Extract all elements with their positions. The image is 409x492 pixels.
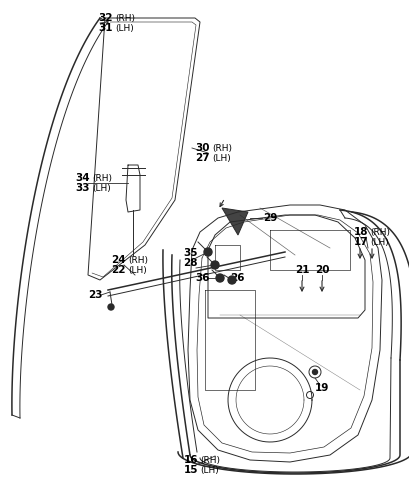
Text: (RH): (RH) (115, 13, 135, 23)
Polygon shape (221, 208, 247, 235)
Circle shape (216, 274, 223, 282)
Text: 16: 16 (183, 455, 198, 465)
Text: 26: 26 (229, 273, 244, 283)
Text: (RH): (RH) (200, 456, 220, 464)
Text: 19: 19 (314, 383, 328, 393)
Circle shape (312, 369, 317, 374)
Text: 30: 30 (195, 143, 209, 153)
Circle shape (204, 248, 211, 256)
Circle shape (227, 276, 236, 284)
Text: 22: 22 (111, 265, 126, 275)
Text: 20: 20 (314, 265, 328, 275)
Text: (RH): (RH) (92, 174, 112, 183)
Text: (LH): (LH) (115, 24, 133, 32)
Text: 36: 36 (195, 273, 209, 283)
Text: 33: 33 (75, 183, 90, 193)
Text: 32: 32 (98, 13, 113, 23)
Text: (RH): (RH) (369, 227, 389, 237)
Text: 18: 18 (353, 227, 367, 237)
Text: 23: 23 (88, 290, 103, 300)
Text: (RH): (RH) (211, 144, 231, 153)
Text: (RH): (RH) (128, 255, 148, 265)
Text: 31: 31 (98, 23, 113, 33)
Text: (LH): (LH) (200, 465, 218, 474)
Text: 27: 27 (195, 153, 209, 163)
Circle shape (211, 261, 218, 269)
Text: (LH): (LH) (369, 238, 388, 246)
Text: 21: 21 (294, 265, 308, 275)
Text: 34: 34 (75, 173, 90, 183)
Text: 15: 15 (183, 465, 198, 475)
Text: 35: 35 (183, 248, 198, 258)
Text: 17: 17 (353, 237, 367, 247)
Text: (LH): (LH) (211, 154, 230, 162)
Text: (LH): (LH) (128, 266, 146, 275)
Circle shape (108, 304, 114, 310)
Text: 29: 29 (262, 213, 277, 223)
Text: (LH): (LH) (92, 184, 110, 192)
Text: 24: 24 (111, 255, 126, 265)
Text: 28: 28 (183, 258, 198, 268)
